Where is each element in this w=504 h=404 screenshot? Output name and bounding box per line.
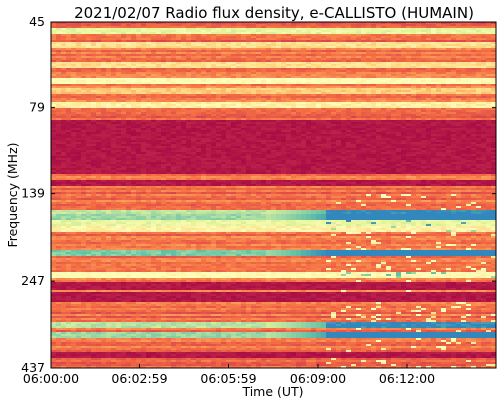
chart-title: 2021/02/07 Radio flux density, e-CALLIST… (74, 4, 474, 22)
spectrogram-heatmap (51, 22, 497, 369)
